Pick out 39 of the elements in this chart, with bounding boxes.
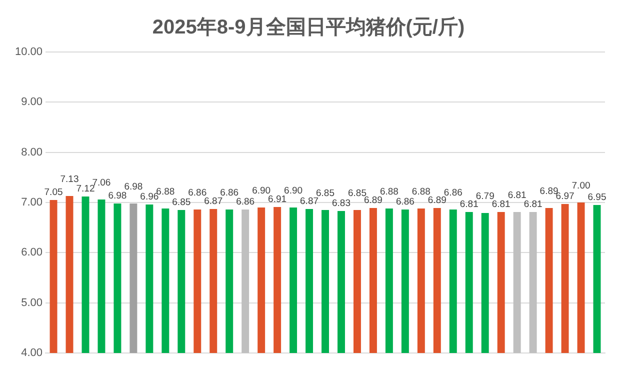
- data-label: 7.05: [44, 186, 63, 198]
- data-label: 6.91: [268, 194, 287, 205]
- data-label: 6.95: [588, 192, 606, 203]
- data-label: 6.89: [364, 194, 382, 206]
- data-label: 6.85: [348, 188, 366, 199]
- data-label: 6.85: [316, 188, 335, 199]
- data-label: 6.88: [412, 186, 430, 198]
- data-label: 6.83: [332, 198, 350, 209]
- data-label: 6.86: [236, 196, 255, 208]
- y-tick-label: 7.00: [21, 196, 43, 209]
- data-label: 6.85: [172, 196, 191, 208]
- data-label: 7.13: [60, 174, 79, 185]
- data-label: 6.89: [428, 194, 446, 206]
- y-tick-label: 10.00: [14, 46, 43, 58]
- data-label: 6.87: [300, 196, 319, 207]
- data-label: 6.81: [524, 198, 542, 210]
- y-tick-label: 6.00: [21, 246, 43, 259]
- y-tick-label: 9.00: [21, 96, 43, 108]
- data-label: 6.86: [444, 187, 462, 198]
- data-label: 6.79: [476, 190, 494, 202]
- data-label: 6.86: [396, 196, 414, 208]
- data-label: 6.87: [204, 196, 223, 207]
- data-label: 6.86: [188, 187, 207, 198]
- y-tick-label: 8.00: [21, 146, 43, 158]
- data-label: 6.81: [492, 198, 510, 210]
- y-tick-label: 5.00: [21, 296, 43, 309]
- data-label: 6.96: [140, 191, 159, 202]
- data-label: 7.12: [76, 183, 95, 194]
- chart-title: 2025年8-9月全国日平均猪价(元/斤): [152, 16, 465, 39]
- data-label: 6.81: [508, 190, 526, 201]
- data-label: 6.98: [108, 190, 127, 202]
- data-label: 6.86: [220, 187, 239, 198]
- data-label: 6.90: [284, 185, 303, 196]
- data-label: 6.81: [460, 198, 478, 210]
- data-label: 6.90: [252, 185, 271, 196]
- y-tick-label: 4.00: [21, 347, 43, 360]
- data-label: 6.88: [380, 186, 398, 198]
- data-label: 7.00: [572, 180, 590, 192]
- data-label: 6.98: [124, 181, 143, 192]
